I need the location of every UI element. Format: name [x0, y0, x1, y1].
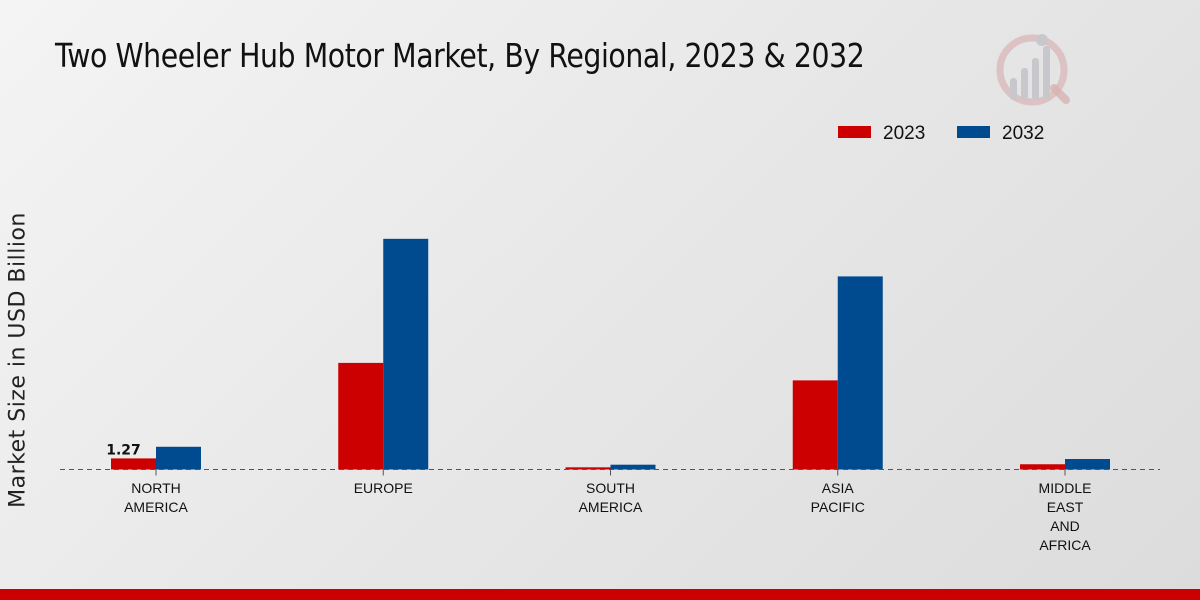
legend-swatch-2023	[838, 126, 871, 138]
x-tick-label: EUROPE	[354, 480, 413, 496]
legend-label-2023: 2023	[883, 123, 925, 144]
x-tick-label: ASIA	[822, 480, 855, 496]
x-tick-label: MIDDLE	[1039, 480, 1092, 496]
x-tick-label: EAST	[1047, 499, 1084, 515]
brand-logo-icon	[996, 34, 1070, 106]
bar-2032-3	[837, 276, 883, 470]
bar-2023-2	[565, 467, 611, 470]
x-tick-label: SOUTH	[586, 480, 635, 496]
chart-title: Two Wheeler Hub Motor Market, By Regiona…	[55, 36, 865, 75]
x-tick-label: AMERICA	[579, 499, 643, 515]
bar-2023-3	[792, 380, 838, 470]
x-tick-label: NORTH	[131, 480, 181, 496]
footer-accent-bar	[0, 589, 1200, 600]
bar-2023-0	[111, 458, 156, 470]
data-label: 1.27	[106, 442, 141, 458]
bar-2032-4	[1065, 459, 1110, 470]
legend-swatch-2032	[957, 126, 990, 138]
bar-2023-1	[338, 362, 384, 470]
x-tick-label: AND	[1050, 518, 1080, 534]
bar-2032-1	[383, 238, 429, 470]
x-tick-label: AMERICA	[124, 499, 188, 515]
bar-2032-2	[610, 464, 656, 470]
bar-2023-4	[1020, 464, 1065, 470]
x-tick-label: AFRICA	[1039, 537, 1091, 553]
x-tick-label: PACIFIC	[811, 499, 865, 515]
bar-2032-0	[156, 446, 201, 470]
legend-label-2032: 2032	[1002, 123, 1044, 144]
